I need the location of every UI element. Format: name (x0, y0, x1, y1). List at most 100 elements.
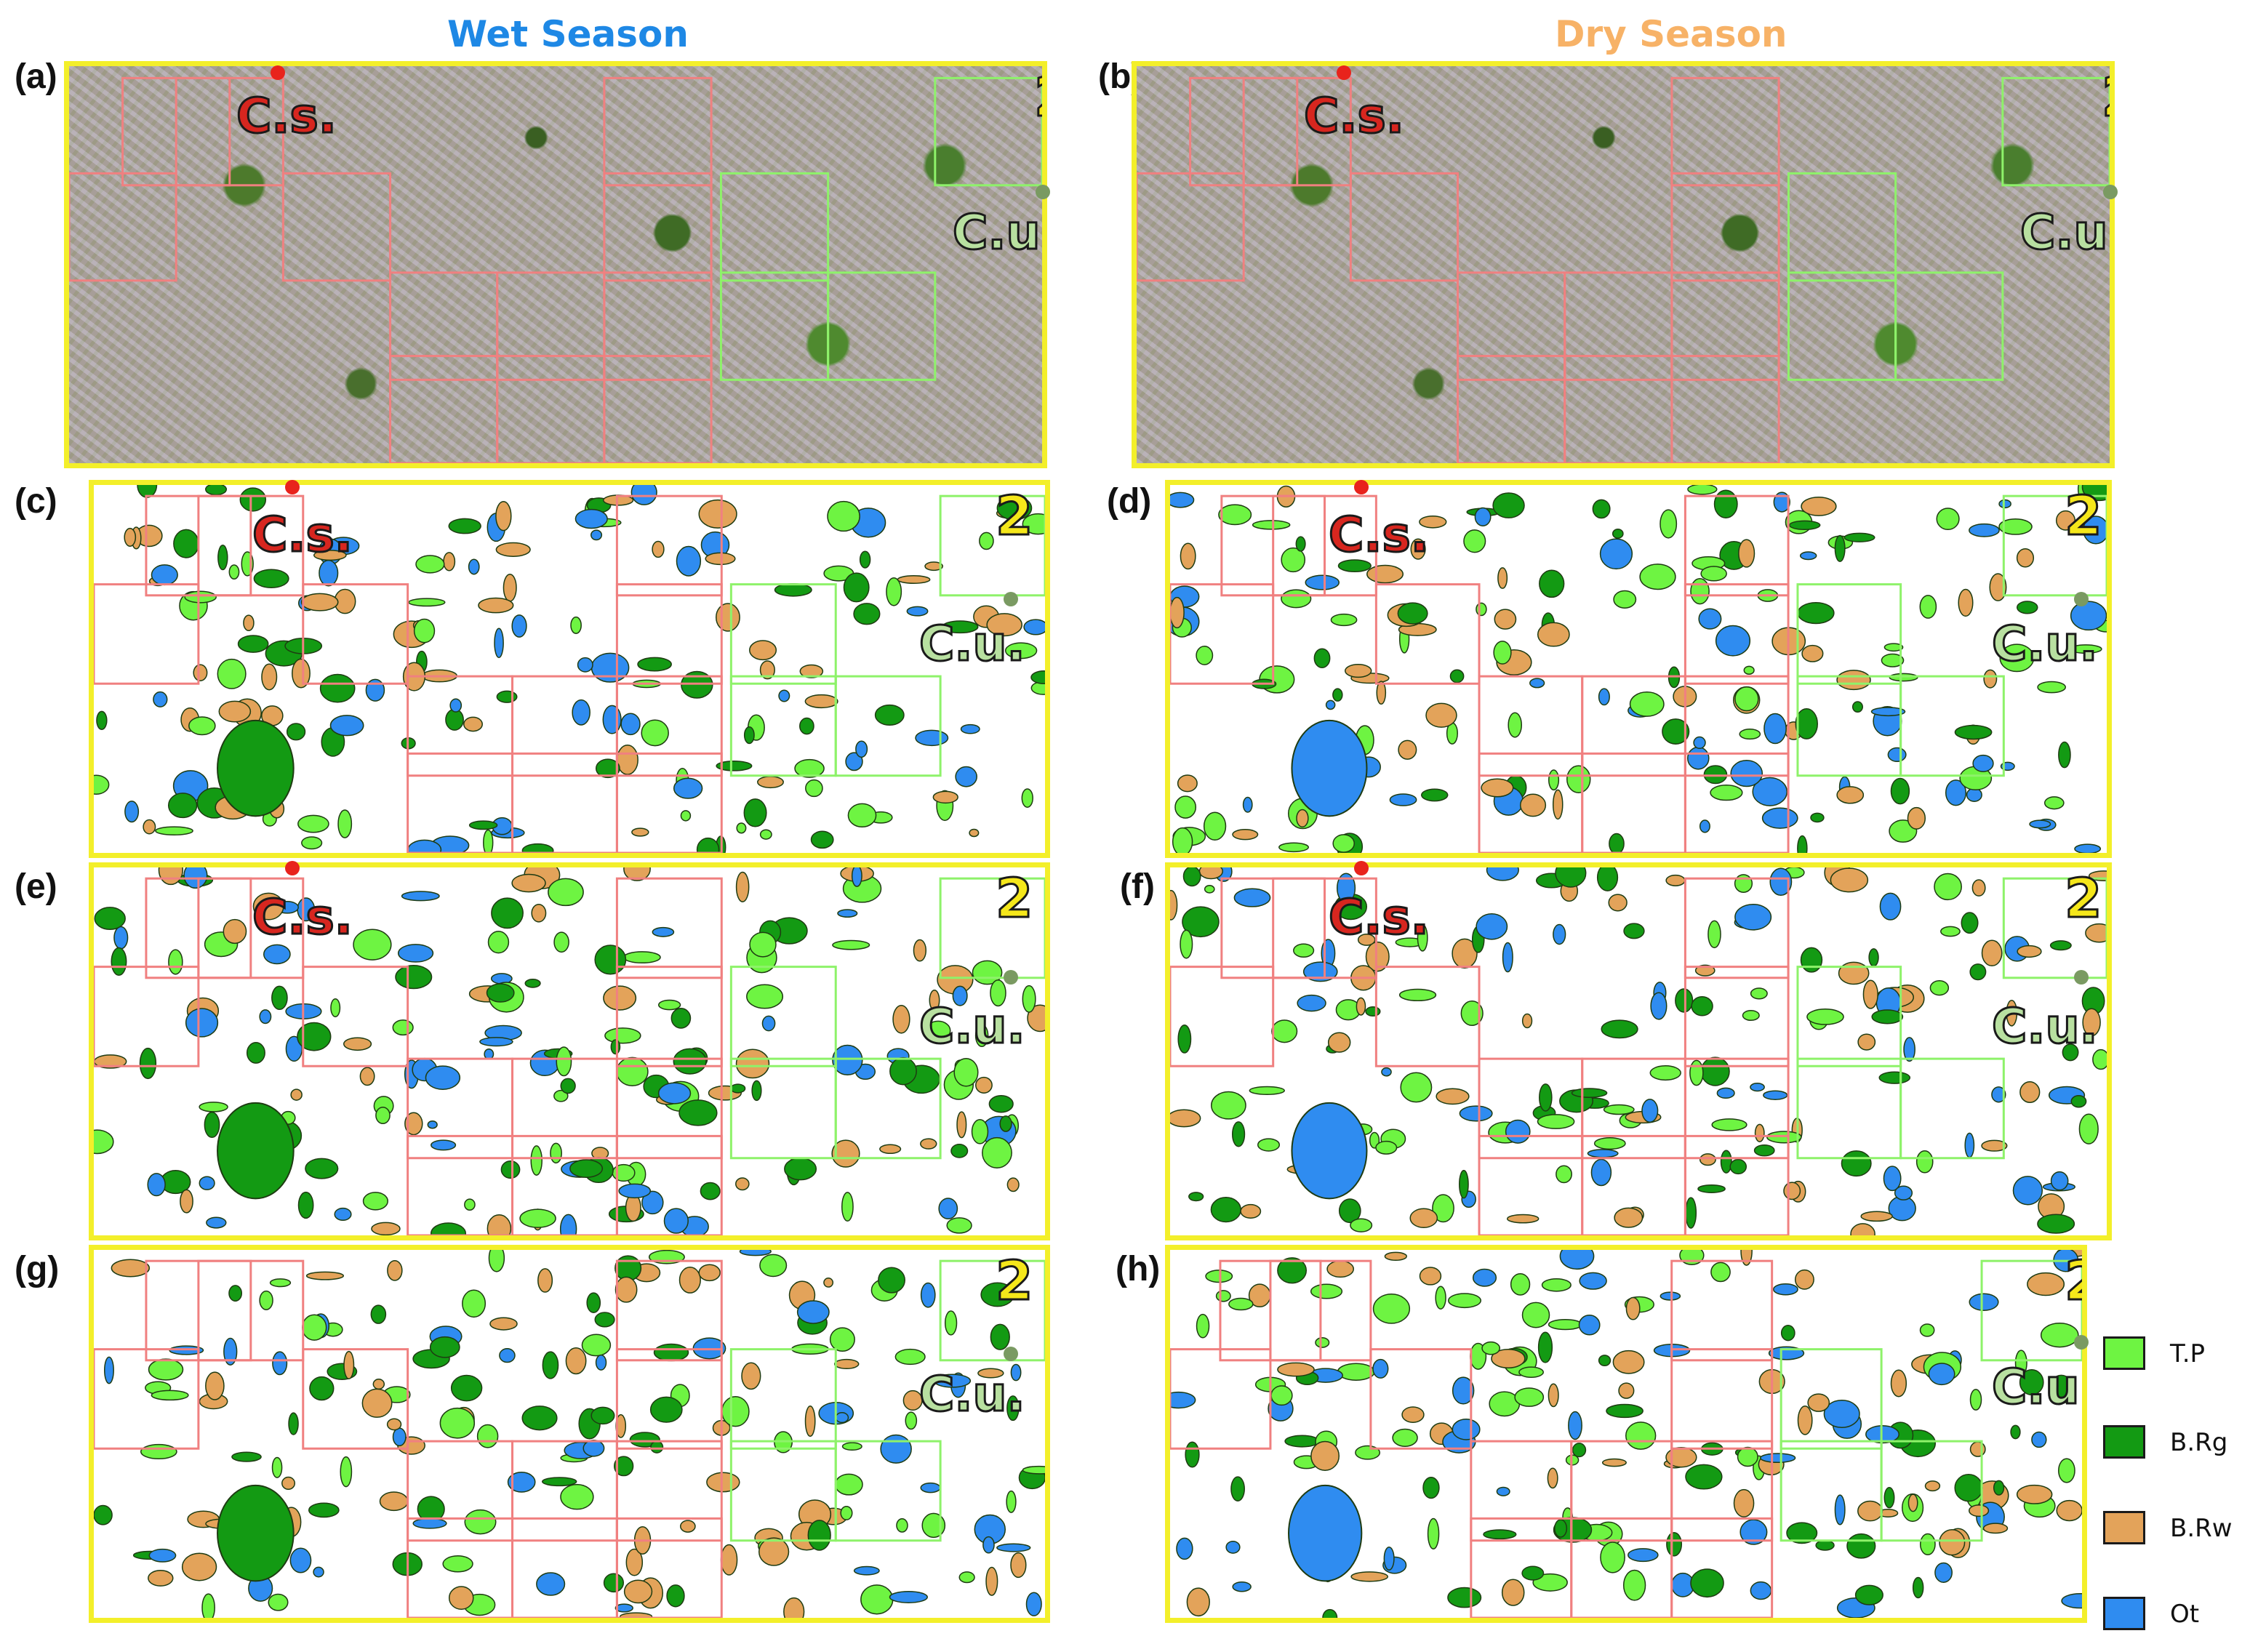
vegetation-patch (1801, 496, 1837, 516)
vegetation-patch (305, 1158, 339, 1179)
vegetation-patch (2012, 1176, 2043, 1206)
vegetation-patch (1022, 1465, 1045, 1475)
vegetation-patch (1871, 1009, 1904, 1025)
cu-quadrat (719, 271, 830, 381)
cs-quadrat (94, 1348, 200, 1450)
vegetation-patch (427, 1120, 438, 1129)
vegetation-patch (1476, 913, 1508, 940)
vegetation-patch (743, 726, 755, 745)
cu-quadrat (939, 877, 1045, 979)
vegetation-patch (612, 1163, 636, 1182)
vegetation-patch (736, 822, 747, 834)
cs-quadrat (496, 271, 606, 381)
panel-label-h: (h) (1116, 1250, 1161, 1288)
vegetation-patch (1252, 520, 1291, 530)
vegetation-patch (1481, 778, 1514, 798)
vegetation-patch (1196, 1313, 1210, 1339)
vegetation-patch (1410, 538, 1426, 560)
vegetation-patch (445, 708, 464, 731)
cu-quadrat (729, 1348, 837, 1450)
vegetation-patch (2019, 1368, 2044, 1396)
vegetation-patch (263, 944, 291, 965)
vegetation-patch (1365, 941, 1390, 972)
vegetation-patch (1969, 523, 2000, 537)
vegetation-patch (2027, 1272, 2065, 1296)
cs-label-a: C.s. (236, 87, 338, 145)
vegetation-patch (1010, 1552, 1027, 1579)
vegetation-patch (1372, 1294, 1411, 1324)
segmentation-overlay-e (94, 867, 1045, 1235)
cu-quadrat (834, 1440, 942, 1542)
wet-season-title: Wet Season (447, 13, 689, 55)
vegetation-patch (297, 814, 329, 833)
vegetation-patch (1459, 1169, 1469, 1199)
vegetation-patch (1969, 1504, 1990, 1517)
vegetation-patch (300, 593, 339, 612)
vegetation-patch (843, 572, 870, 603)
vegetation-patch (837, 909, 858, 918)
cu-quadrat (1899, 1057, 2005, 1160)
vegetation-patch (810, 830, 834, 849)
vegetation-patch (548, 878, 584, 907)
vegetation-patch (408, 598, 446, 607)
vegetation-patch (1330, 613, 1358, 627)
vegetation-patch (217, 658, 247, 689)
vegetation-patch (1568, 1411, 1582, 1440)
vegetation-patch (1338, 1198, 1361, 1224)
vegetation-patch (168, 949, 183, 975)
cu-marker-b (2103, 185, 2118, 199)
vegetation-patch (610, 1039, 621, 1055)
vegetation-patch (784, 1157, 817, 1181)
vegetation-patch (449, 698, 463, 713)
vegetation-patch (641, 719, 669, 747)
vegetation-patch (1660, 1291, 1681, 1301)
vegetation-patch (252, 892, 284, 921)
vegetation-patch (1232, 1121, 1246, 1147)
vegetation-patch (1502, 942, 1513, 973)
vegetation-patch (2070, 1095, 2087, 1108)
cu-quadrat (1787, 271, 1897, 381)
vegetation-patch (1177, 774, 1198, 793)
vegetation-patch (297, 1022, 332, 1051)
vegetation-patch (1310, 1440, 1340, 1471)
panel-label-c: (c) (15, 482, 57, 521)
vegetation-patch (1934, 1562, 1953, 1583)
cs-quadrat (281, 172, 392, 282)
vegetation-patch (2016, 548, 2035, 568)
vegetation-patch (1685, 1197, 1697, 1229)
vegetation-patch (1295, 536, 1306, 552)
cs-quadrat (1670, 1440, 1774, 1542)
vegetation-patch (1552, 789, 1564, 820)
vegetation-patch (301, 1314, 327, 1341)
vegetation-patch (594, 945, 627, 975)
vegetation-patch (511, 614, 527, 638)
cs-quadrat (615, 1057, 723, 1160)
vegetation-patch (1587, 1149, 1619, 1158)
vegetation-patch (616, 745, 638, 775)
vegetation-patch (889, 1056, 917, 1086)
vegetation-patch (1929, 979, 1950, 996)
vegetation-patch (1807, 1393, 1830, 1412)
vegetation-patch (1983, 669, 1998, 689)
vegetation-patch (500, 1160, 521, 1179)
legend-swatch-brg (2103, 1425, 2145, 1459)
vegetation-patch (696, 837, 720, 853)
vegetation-patch (1572, 1443, 1587, 1458)
vegetation-patch (1010, 1363, 1022, 1382)
vegetation-patch (148, 1548, 177, 1563)
vegetation-patch (1919, 1323, 1935, 1337)
vegetation-patch (1021, 788, 1033, 808)
vegetation-patch (1799, 551, 1817, 561)
vegetation-patch (1675, 988, 1694, 1013)
cs-quadrat (1170, 966, 1275, 1067)
vegetation-patch (181, 1552, 217, 1581)
vegetation-patch (758, 1537, 790, 1566)
vegetation-patch (305, 1271, 345, 1280)
vegetation-patch (1491, 1349, 1526, 1369)
vegetation-patch (442, 1555, 473, 1573)
vegetation-patch (855, 740, 868, 758)
vegetation-patch (412, 1517, 447, 1529)
vegetation-patch (670, 1008, 692, 1029)
vegetation-patch (496, 690, 518, 703)
cs-quadrat (197, 494, 305, 597)
